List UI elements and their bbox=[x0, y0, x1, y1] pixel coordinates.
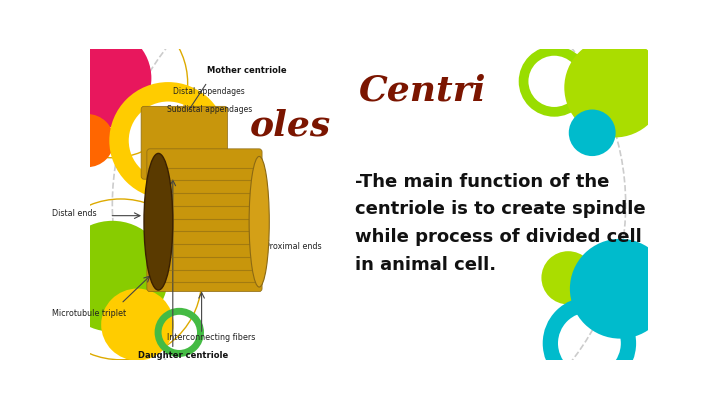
Ellipse shape bbox=[56, 221, 168, 332]
FancyBboxPatch shape bbox=[147, 149, 262, 292]
Text: Daughter centriole: Daughter centriole bbox=[138, 352, 228, 360]
Ellipse shape bbox=[144, 153, 173, 290]
Text: -The main function of the
centriole is to create spindle
while process of divide: -The main function of the centriole is t… bbox=[355, 173, 646, 274]
Ellipse shape bbox=[249, 156, 269, 287]
Text: Distal appendages: Distal appendages bbox=[173, 87, 245, 96]
FancyBboxPatch shape bbox=[141, 107, 228, 179]
Text: Distal ends: Distal ends bbox=[52, 209, 96, 217]
Text: Mother centriole: Mother centriole bbox=[207, 66, 287, 75]
Ellipse shape bbox=[101, 288, 174, 360]
Text: Proximal ends: Proximal ends bbox=[265, 242, 322, 251]
Ellipse shape bbox=[51, 28, 151, 128]
Ellipse shape bbox=[60, 114, 114, 167]
Text: Centri: Centri bbox=[359, 74, 486, 108]
Ellipse shape bbox=[564, 38, 665, 137]
Ellipse shape bbox=[569, 109, 616, 156]
Ellipse shape bbox=[541, 251, 595, 305]
Text: Subdistal appendages: Subdistal appendages bbox=[167, 105, 252, 114]
Text: Interconnecting fibers: Interconnecting fibers bbox=[167, 333, 256, 342]
Ellipse shape bbox=[570, 239, 670, 339]
Text: oles: oles bbox=[251, 108, 331, 142]
Text: Microtubule triplet: Microtubule triplet bbox=[52, 309, 126, 318]
